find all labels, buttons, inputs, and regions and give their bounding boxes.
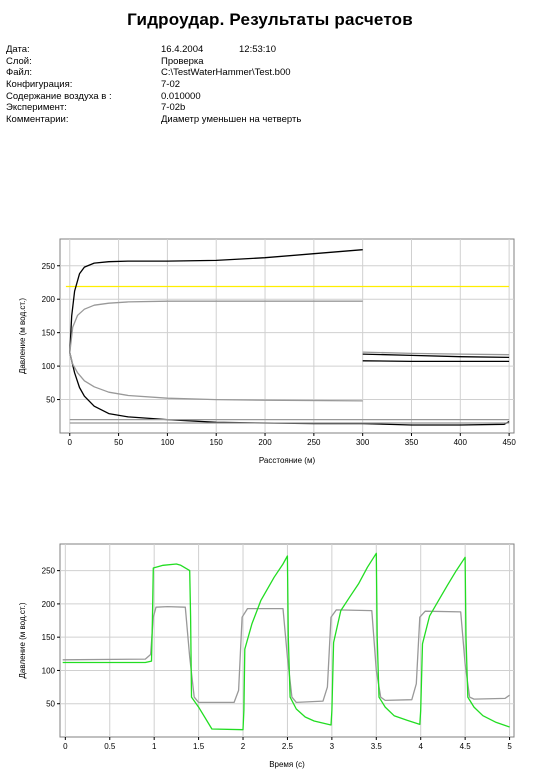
x-tick-label: 150 (210, 438, 224, 447)
x-tick-label: 0 (63, 742, 68, 751)
y-tick-label: 100 (42, 362, 56, 371)
series-line (69, 352, 363, 402)
y-tick-label: 250 (42, 567, 56, 576)
series-line (69, 249, 363, 353)
meta-key: Дата: (6, 44, 30, 55)
y-tick-label: 150 (42, 633, 56, 642)
meta-key: Файл: (6, 67, 32, 79)
series-line (69, 352, 510, 426)
pressure-distance-chart: 0 50 100 150 200 250 300 350 400 450 50 100 150 200 25… (18, 238, 516, 465)
pressure-time-chart: 0 0.5 1 1.5 2 2.5 3 3.5 4 4.5 5 50 100 150 200 250 Время… (18, 543, 515, 769)
plot-area (59, 238, 515, 434)
series-line (69, 300, 363, 353)
meta-key: Слой: (6, 55, 32, 67)
series-line (362, 353, 510, 359)
x-tick-label: 300 (356, 438, 370, 447)
meta-key: Комментарии: (6, 114, 69, 126)
x-tick-label: 0 (68, 438, 73, 447)
meta-value: 16.4.2004 (161, 44, 204, 55)
x-axis-label: Время (с) (269, 760, 305, 769)
meta-value: C:\TestWaterHammer\Test.b00 (161, 67, 291, 79)
meta-value: Проверка (161, 55, 204, 67)
report-title: Гидроудар. Результаты расчетов (127, 10, 413, 29)
x-tick-label: 1 (152, 742, 157, 751)
x-tick-label: 100 (161, 438, 175, 447)
series-line (62, 552, 510, 731)
x-tick-label: 2.5 (282, 742, 294, 751)
y-tick-label: 50 (46, 396, 55, 405)
meta-value: Диаметр уменьшен на четверть (161, 114, 302, 126)
x-tick-label: 1.5 (193, 742, 205, 751)
meta-time-value: 12:53:10 (239, 44, 276, 55)
x-tick-label: 2 (241, 742, 246, 751)
y-axis-label: Давление (м вод.ст.) (18, 298, 27, 374)
x-tick-label: 50 (114, 438, 123, 447)
meta-key: Эксперимент: (6, 102, 67, 114)
x-tick-label: 3.5 (371, 742, 383, 751)
series-line (362, 351, 510, 356)
x-tick-label: 0.5 (104, 742, 116, 751)
x-axis-label: Расстояние (м) (259, 456, 316, 465)
meta-key: Конфигурация: (6, 79, 73, 91)
y-tick-label: 250 (42, 262, 56, 271)
x-tick-label: 5 (507, 742, 512, 751)
meta-value: 7-02b (161, 102, 186, 114)
x-tick-label: 4.5 (460, 742, 472, 751)
y-tick-label: 200 (42, 295, 56, 304)
y-tick-label: 100 (42, 666, 56, 675)
x-tick-label: 200 (258, 438, 272, 447)
x-tick-label: 250 (307, 438, 321, 447)
x-tick-label: 4 (418, 742, 423, 751)
meta-value: 7-02 (161, 79, 181, 91)
x-tick-label: 3 (330, 742, 335, 751)
series-line (362, 360, 510, 363)
y-axis-label: Давление (м вод.ст.) (18, 602, 27, 678)
y-tick-label: 150 (42, 329, 56, 338)
meta-value: 0.010000 (161, 90, 201, 102)
x-tick-label: 350 (405, 438, 419, 447)
series-line (62, 605, 510, 704)
y-tick-label: 200 (42, 600, 56, 609)
x-tick-label: 450 (502, 438, 516, 447)
x-tick-label: 400 (454, 438, 468, 447)
y-tick-label: 50 (46, 700, 55, 709)
meta-key: Содержание воздуха в : (6, 90, 112, 102)
